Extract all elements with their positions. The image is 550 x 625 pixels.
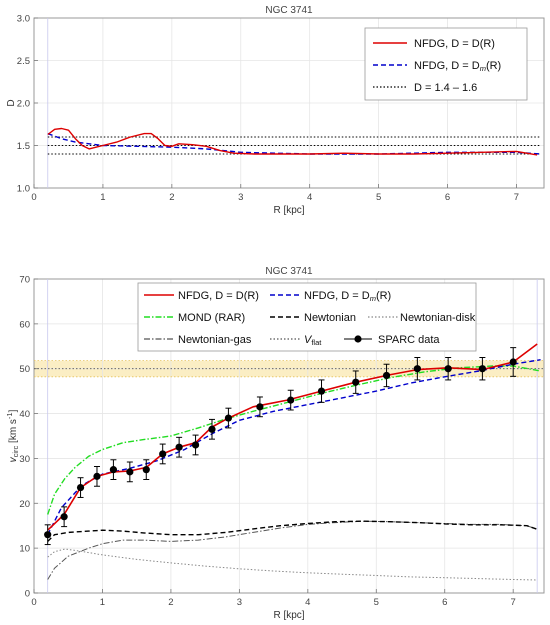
p2-xtick-label-0: 0 bbox=[31, 597, 36, 608]
p1-ytick-label-2: 2.0 bbox=[17, 99, 30, 110]
p2-data-point-5 bbox=[126, 468, 134, 476]
p1-legend-const-label: D = 1.4 – 1.6 bbox=[414, 82, 477, 94]
p1-title: NGC 3741 bbox=[265, 5, 313, 16]
p1-legend-d-label: NFDG, D = D(R) bbox=[414, 38, 495, 50]
p2-ytick-label-3: 30 bbox=[19, 454, 30, 465]
p2-data-point-11 bbox=[224, 414, 233, 422]
p2-series-d-line bbox=[47, 343, 538, 531]
p2-xtick-label-4: 4 bbox=[305, 597, 310, 608]
p2-data-point-13 bbox=[287, 396, 295, 404]
p2-data-point-14 bbox=[317, 387, 326, 395]
p2-legend-vflat-label: Vflat bbox=[304, 334, 322, 347]
p1-xtick-label-2: 2 bbox=[169, 192, 174, 203]
p2-legend-sparc-label: SPARC data bbox=[378, 334, 440, 346]
p1-ytick-label-4: 3.0 bbox=[17, 14, 30, 25]
p2-data-point-17 bbox=[413, 365, 421, 373]
p1-xtick-label-3: 3 bbox=[238, 192, 243, 203]
p2-ytick-label-0: 0 bbox=[25, 589, 30, 600]
p2-legend-d-label: NFDG, D = D(R) bbox=[178, 290, 259, 302]
p2-xtick-label-6: 6 bbox=[442, 597, 447, 608]
p2-xtick-label-1: 1 bbox=[100, 597, 105, 608]
p2-data-point-19 bbox=[478, 365, 486, 373]
p1-legend-dm-label: NFDG, D = Dm(R) bbox=[414, 60, 501, 73]
p2-data-point-18 bbox=[444, 365, 452, 373]
p2-data-point-20 bbox=[509, 358, 517, 366]
p2-legend-sparc-sample-dot bbox=[354, 335, 362, 343]
p1-xlabel: R [kpc] bbox=[273, 205, 304, 216]
p2-xtick-label-5: 5 bbox=[374, 597, 379, 608]
p2-data-point-0 bbox=[44, 531, 52, 539]
p1-legend: NFDG, D = D(R) NFDG, D = Dm(R) D = 1.4 – 1… bbox=[364, 27, 528, 101]
p2-data-point-10 bbox=[208, 425, 216, 433]
p2-ylabel: vcirc [km s-1] bbox=[5, 409, 20, 462]
p1-xtick-label-4: 4 bbox=[307, 192, 312, 203]
p2-data-point-12 bbox=[256, 403, 264, 411]
p2-ytick-label-7: 70 bbox=[19, 275, 30, 286]
p1-ytick-label-0: 1.0 bbox=[17, 184, 30, 195]
p2-legend-newtonian-disk-label: Newtonian-disk bbox=[400, 312, 476, 324]
p1-ylabel: D bbox=[6, 99, 17, 106]
p2-data-point-3 bbox=[93, 472, 101, 480]
p2-series-newtonian-gas-line bbox=[47, 520, 538, 580]
p1-xtick-label-7: 7 bbox=[514, 192, 519, 203]
p2-legend-box bbox=[137, 282, 477, 352]
p2-data-point-16 bbox=[382, 371, 391, 380]
p1-series-dm-line bbox=[47, 132, 541, 155]
p1-legend-box bbox=[364, 27, 528, 101]
p1-ytick-label-1: 1.5 bbox=[17, 141, 30, 152]
p2-series-mond-line bbox=[47, 365, 541, 515]
p2-series-newtonian-line bbox=[47, 520, 538, 542]
p2-data-point-9 bbox=[191, 441, 200, 449]
p2-legend-newtonian-label: Newtonian bbox=[304, 312, 356, 324]
p1-xtick-label-5: 5 bbox=[376, 192, 381, 203]
p1-series-d-line bbox=[47, 127, 538, 156]
p2-data-point-7 bbox=[159, 450, 167, 458]
p1-xtick-label-0: 0 bbox=[31, 192, 36, 203]
p2-data-point-1 bbox=[60, 513, 68, 521]
p2-series-dm-line bbox=[47, 359, 541, 536]
p2-data-point-4 bbox=[109, 466, 118, 474]
p2-legend-newtonian-gas-label: Newtonian-gas bbox=[178, 334, 252, 346]
p1-xtick-label-6: 6 bbox=[445, 192, 450, 203]
p2-xtick-label-2: 2 bbox=[168, 597, 173, 608]
p1-ytick-label-3: 2.5 bbox=[17, 56, 30, 67]
p2-title: NGC 3741 bbox=[265, 266, 313, 277]
p2-ytick-label-4: 40 bbox=[19, 409, 30, 420]
p2-series-newtonian-disk-line bbox=[47, 548, 538, 581]
p2-xtick-label-3: 3 bbox=[237, 597, 242, 608]
p2-legend: NFDG, D = D(R) NFDG, D = Dm(R) MOND (RAR) N… bbox=[137, 282, 477, 352]
p2-legend-dm-label: NFDG, D = Dm(R) bbox=[304, 290, 391, 303]
panel-d-profile: NGC 3741 0 1 2 3 4 5 6 7 1.0 1.5 2.0 2.5 3.0 R [kpc] D N… bbox=[6, 5, 545, 216]
p2-xlabel: R [kpc] bbox=[273, 610, 304, 621]
p2-data-point-2 bbox=[76, 483, 85, 492]
p2-ytick-label-5: 50 bbox=[19, 364, 30, 375]
p2-ytick-label-6: 60 bbox=[19, 319, 30, 330]
p2-frame bbox=[33, 278, 545, 594]
p2-xtick-label-7: 7 bbox=[511, 597, 516, 608]
p2-data-point-6 bbox=[142, 466, 150, 474]
p1-xtick-label-1: 1 bbox=[100, 192, 105, 203]
p2-ytick-label-1: 10 bbox=[19, 544, 30, 555]
p2-legend-mond-label: MOND (RAR) bbox=[178, 312, 245, 324]
p2-data-point-15 bbox=[352, 378, 360, 386]
p2-data-point-8 bbox=[175, 443, 183, 451]
p2-ytick-label-2: 20 bbox=[19, 499, 30, 510]
